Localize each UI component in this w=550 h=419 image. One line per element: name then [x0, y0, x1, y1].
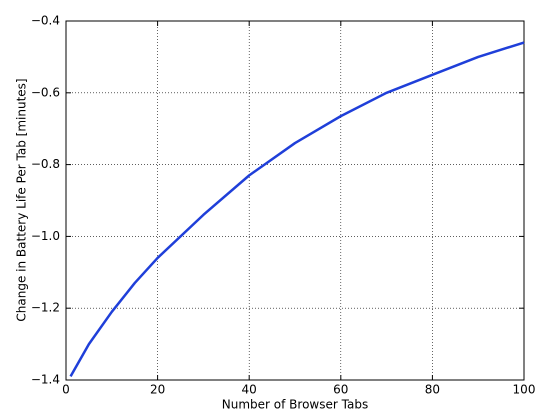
- y-tick-label: −1.4: [31, 373, 60, 387]
- x-axis-label: Number of Browser Tabs: [222, 398, 368, 412]
- x-tick-label: 0: [62, 383, 70, 397]
- y-tick-label: −0.6: [31, 85, 60, 99]
- x-tick-label: 80: [425, 383, 440, 397]
- x-tick-label: 100: [513, 383, 536, 397]
- y-tick-label: −0.4: [31, 14, 60, 28]
- line: [69, 41, 525, 378]
- y-tick-label: −1.0: [31, 229, 60, 243]
- y-tick-label: −1.2: [31, 301, 60, 315]
- x-tick-label: 60: [333, 383, 348, 397]
- y-axis-label: Change in Battery Life Per Tab [minutes]: [15, 78, 29, 321]
- x-tick-label: 40: [242, 383, 257, 397]
- y-tick-label: −0.8: [31, 157, 60, 171]
- x-tick-label: 20: [150, 383, 165, 397]
- plot-frame: [65, 20, 525, 381]
